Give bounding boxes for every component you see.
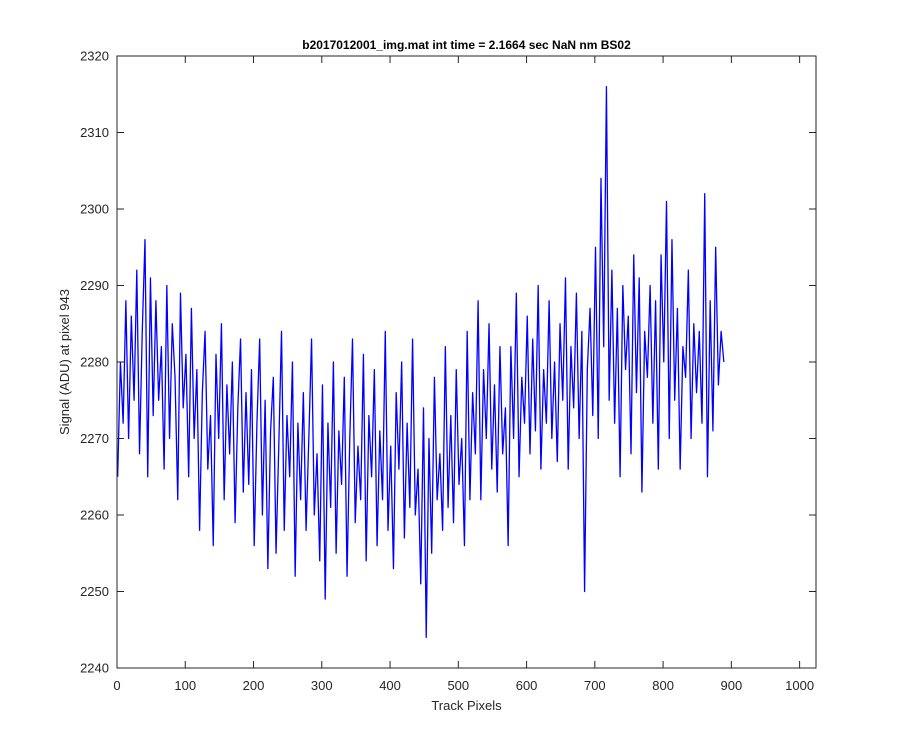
y-tick-label: 2250	[80, 584, 109, 599]
x-tick-label: 900	[721, 678, 743, 693]
signal-series-line	[117, 85, 725, 639]
series-layer	[117, 85, 725, 639]
y-tick-label: 2260	[80, 508, 109, 523]
y-tick-label: 2320	[80, 49, 109, 64]
x-tick-label: 300	[311, 678, 333, 693]
x-tick-label: 500	[447, 678, 469, 693]
x-tick-label: 700	[584, 678, 606, 693]
y-tick-label: 2280	[80, 355, 109, 370]
y-tick-label: 2290	[80, 278, 109, 293]
x-tick-label: 0	[113, 678, 120, 693]
x-tick-label: 800	[652, 678, 674, 693]
x-tick-label: 200	[243, 678, 265, 693]
plot-frame	[116, 55, 817, 669]
x-tick-label: 600	[516, 678, 538, 693]
y-tick-label: 2300	[80, 202, 109, 217]
y-tick-label: 2270	[80, 431, 109, 446]
tick-layer: 0 100 200 300 400 500 600 700 800 900 1000 2240 2250…	[80, 49, 816, 693]
chart-title: b2017012001_img.mat int time = 2.1664 se…	[302, 38, 631, 52]
y-tick-label: 2240	[80, 661, 109, 676]
y-tick-label: 2310	[80, 125, 109, 140]
x-tick-label: 100	[174, 678, 196, 693]
x-tick-label: 400	[379, 678, 401, 693]
x-axis-label: Track Pixels	[431, 698, 502, 713]
y-axis-label: Signal (ADU) at pixel 943	[57, 289, 72, 435]
x-tick-label: 1000	[785, 678, 814, 693]
